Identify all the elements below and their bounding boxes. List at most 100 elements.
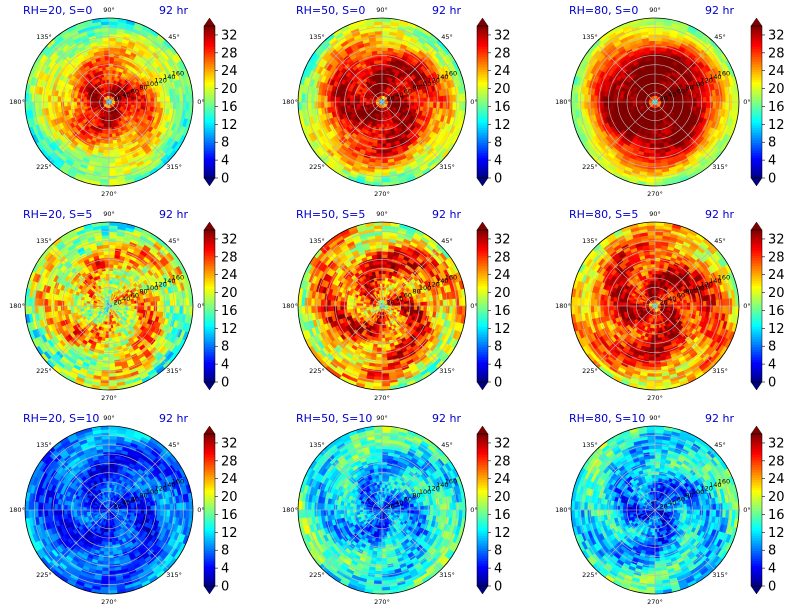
panel-title: RH=80, S=5: [569, 208, 638, 221]
angular-tick-label: 90°: [376, 6, 388, 14]
radial-tick-label: 60: [677, 495, 685, 503]
radial-tick-label: 40: [395, 91, 403, 99]
panel-time: 92 hr: [705, 208, 734, 221]
colorbar-tick-label: 16: [221, 100, 238, 115]
radial-tick-label: 80: [685, 288, 693, 296]
radial-tick-label: 120: [155, 77, 167, 85]
colorbar-tick-label: 8: [494, 544, 502, 559]
polar-panel: 20 40 60 801001201401600°45°90°135°180°225°…: [282, 412, 510, 606]
angular-tick-label: 0°: [197, 506, 204, 514]
radial-tick-label: 140: [163, 277, 175, 285]
colorbar-tick-label: 28: [768, 46, 785, 61]
panel-title: RH=50, S=10: [296, 412, 372, 425]
angular-tick-label: 90°: [103, 6, 115, 14]
radial-tick-label: 100: [419, 80, 431, 88]
angular-tick-label: 180°: [282, 506, 298, 514]
angular-tick-label: 270°: [101, 598, 117, 606]
panel-time: 92 hr: [159, 208, 188, 221]
radial-tick-label: 140: [709, 481, 721, 489]
colorbar: 0 4 8 12 16 20 24 28 32: [203, 425, 238, 595]
colorbar-tick-label: 12: [768, 118, 785, 133]
colorbar-tick-label: 4: [221, 154, 229, 169]
angular-tick-label: 0°: [470, 506, 477, 514]
radial-tick-label: 20: [659, 298, 667, 306]
radial-tick-label: 60: [131, 291, 139, 299]
colorbar-tick-label: 4: [768, 562, 776, 577]
radial-tick-label: 140: [709, 73, 721, 81]
colorbar-tick-label: 20: [768, 82, 785, 97]
angular-tick-label: 180°: [282, 302, 298, 310]
colorbar-tick-label: 20: [494, 286, 511, 301]
angular-tick-label: 225°: [36, 367, 52, 375]
polar-frame: [24, 17, 194, 187]
polar-grid: [298, 222, 466, 390]
angular-tick-label: 90°: [376, 210, 388, 218]
radial-tick-label: 80: [412, 84, 420, 92]
colorbar-tick-label: 20: [221, 286, 238, 301]
colorbar-tick-label: 4: [494, 154, 502, 169]
radial-tick-label: 60: [404, 495, 412, 503]
radial-tick-label: 140: [436, 73, 448, 81]
radial-tick-label: 80: [139, 84, 147, 92]
radial-tick-label: 20: [113, 502, 121, 510]
radial-tick-label: 100: [146, 284, 158, 292]
colorbar-tick-label: 20: [221, 82, 238, 97]
radial-tick-label: 80: [685, 84, 693, 92]
colorbar-tick-label: 16: [768, 508, 785, 523]
radial-tick-label: 100: [146, 488, 158, 496]
colorbar-tick-label: 20: [768, 490, 785, 505]
colorbar-tick-label: 20: [768, 286, 785, 301]
colorbar-tick-label: 32: [768, 28, 785, 43]
colorbar-tick-label: 0: [494, 376, 502, 391]
angular-tick-label: 135°: [582, 237, 598, 245]
radial-tick-label: 100: [146, 80, 158, 88]
radial-tick-label: 60: [404, 291, 412, 299]
radial-tick-label: 80: [685, 492, 693, 500]
angular-tick-label: 0°: [743, 98, 750, 106]
panel-title: RH=50, S=5: [296, 208, 365, 221]
colorbar-tick-label: 4: [221, 358, 229, 373]
radial-tick-label: 120: [155, 281, 167, 289]
colorbar-tick-label: 0: [221, 172, 229, 187]
colorbar-tick-label: 4: [494, 562, 502, 577]
colorbar: 0 4 8 12 16 20 24 28 32: [750, 17, 785, 187]
angular-tick-label: 45°: [714, 441, 726, 449]
colorbar-tick-label: 12: [494, 322, 511, 337]
angular-tick-label: 0°: [743, 302, 750, 310]
colorbar-tick-label: 16: [494, 508, 511, 523]
radial-tick-label: 160: [718, 477, 730, 485]
colorbar-tick-label: 8: [221, 544, 229, 559]
radial-tick-label: 140: [163, 481, 175, 489]
angular-tick-label: 0°: [470, 302, 477, 310]
panel-title: RH=20, S=10: [23, 412, 99, 425]
colorbar-tick-label: 28: [494, 250, 511, 265]
radial-tick-label: 140: [436, 481, 448, 489]
angular-tick-label: 225°: [309, 367, 325, 375]
colorbar-tick-label: 28: [768, 250, 785, 265]
polar-frame: [297, 221, 467, 391]
angular-tick-label: 315°: [166, 163, 182, 171]
radial-tick-label: 80: [139, 492, 147, 500]
colorbar-tick-label: 8: [768, 340, 776, 355]
panel-time: 92 hr: [432, 4, 461, 17]
polar-grid: [25, 222, 193, 390]
colorbar-tick-label: 24: [494, 64, 511, 79]
panel-title: RH=20, S=0: [23, 4, 92, 17]
angular-tick-label: 315°: [439, 163, 455, 171]
radial-tick-label: 40: [122, 295, 130, 303]
colorbar: 0 4 8 12 16 20 24 28 32: [203, 17, 238, 187]
radial-tick-label: 20: [386, 298, 394, 306]
colorbar-tick-label: 20: [221, 490, 238, 505]
radial-tick-label: 20: [659, 94, 667, 102]
angular-tick-label: 315°: [439, 571, 455, 579]
colorbar-tick-label: 24: [768, 268, 785, 283]
polar-frame: [297, 17, 467, 187]
panel-time: 92 hr: [432, 412, 461, 425]
colorbar-tick-label: 32: [494, 28, 511, 43]
polar-frame: [570, 17, 740, 187]
colorbar: 0 4 8 12 16 20 24 28 32: [750, 425, 785, 595]
colorbar-tick-label: 12: [494, 526, 511, 541]
angular-tick-label: 315°: [712, 163, 728, 171]
angular-tick-label: 0°: [197, 302, 204, 310]
colorbar-tick-label: 0: [494, 172, 502, 187]
